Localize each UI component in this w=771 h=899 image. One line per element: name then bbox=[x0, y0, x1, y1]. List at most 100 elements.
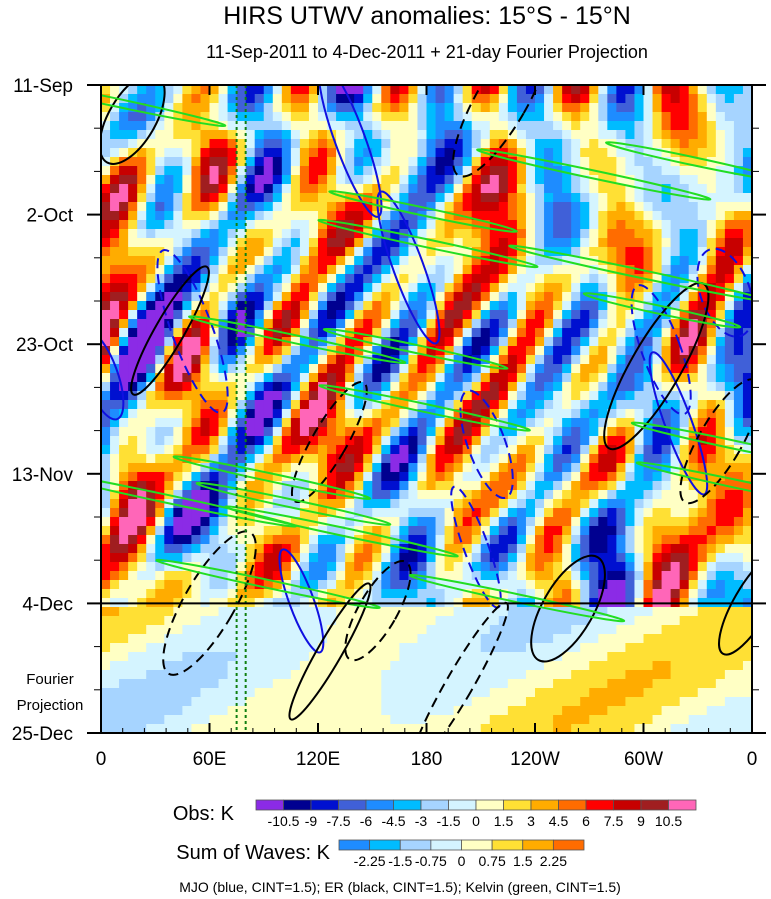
heatmap-cell bbox=[525, 661, 536, 671]
heatmap-cell bbox=[299, 418, 310, 428]
heatmap-cell bbox=[679, 337, 690, 347]
heatmap-cell bbox=[281, 526, 292, 536]
heatmap-cell bbox=[670, 517, 681, 527]
heatmap-cell bbox=[128, 535, 138, 545]
heatmap-cell bbox=[155, 508, 165, 518]
heatmap-cell bbox=[535, 454, 545, 464]
heatmap-cell bbox=[426, 634, 437, 644]
heatmap-cell bbox=[308, 481, 319, 491]
heatmap-cell bbox=[688, 94, 699, 104]
heatmap-cell bbox=[164, 553, 174, 563]
heatmap-cell bbox=[634, 589, 645, 599]
heatmap-cell bbox=[706, 445, 717, 455]
heatmap-cell bbox=[209, 454, 220, 464]
heatmap-cell bbox=[453, 436, 464, 446]
heatmap-cell bbox=[372, 373, 382, 383]
heatmap-cell bbox=[119, 409, 129, 419]
heatmap-cell bbox=[200, 553, 211, 563]
heatmap-cell bbox=[101, 292, 111, 302]
heatmap-cell bbox=[643, 508, 654, 518]
heatmap-cell bbox=[544, 589, 554, 599]
heatmap-cell bbox=[661, 139, 672, 149]
heatmap-cell bbox=[426, 346, 437, 356]
heatmap-cell bbox=[372, 463, 382, 473]
heatmap-cell bbox=[462, 346, 473, 356]
heatmap-cell bbox=[715, 679, 726, 689]
heatmap-cell bbox=[200, 112, 211, 122]
heatmap-cell bbox=[535, 508, 545, 518]
heatmap-cell bbox=[363, 211, 373, 221]
heatmap-cell bbox=[435, 679, 446, 689]
heatmap-cell bbox=[182, 688, 193, 698]
heatmap-cell bbox=[643, 130, 654, 140]
heatmap-cell bbox=[417, 148, 428, 158]
heatmap-cell bbox=[426, 373, 437, 383]
heatmap-cell bbox=[308, 85, 319, 95]
heatmap-cell bbox=[462, 472, 473, 482]
heatmap-cell bbox=[715, 247, 726, 257]
heatmap-cell bbox=[290, 643, 301, 653]
heatmap-cell bbox=[155, 346, 165, 356]
heatmap-cell bbox=[101, 211, 111, 221]
heatmap-cell bbox=[498, 310, 509, 320]
heatmap-cell bbox=[363, 301, 373, 311]
heatmap-cell bbox=[381, 508, 391, 518]
heatmap-cell bbox=[480, 103, 491, 113]
heatmap-cell bbox=[318, 103, 328, 113]
heatmap-cell bbox=[218, 670, 229, 680]
heatmap-cell bbox=[471, 166, 482, 176]
heatmap-cell bbox=[516, 382, 527, 392]
heatmap-cell bbox=[336, 256, 346, 266]
heatmap-cell bbox=[525, 202, 536, 212]
heatmap-cell bbox=[471, 553, 482, 563]
heatmap-cell bbox=[399, 553, 410, 563]
heatmap-cell bbox=[733, 454, 744, 464]
heatmap-cell bbox=[372, 103, 382, 113]
heatmap-cell bbox=[516, 319, 527, 329]
heatmap-cell bbox=[128, 175, 138, 185]
heatmap-cell bbox=[164, 229, 174, 239]
heatmap-cell bbox=[254, 562, 265, 572]
heatmap-cell bbox=[272, 526, 283, 536]
heatmap-cell bbox=[625, 670, 636, 680]
heatmap-cell bbox=[173, 157, 183, 167]
heatmap-cell bbox=[435, 382, 446, 392]
heatmap-cell bbox=[191, 256, 202, 266]
heatmap-cell bbox=[607, 130, 617, 140]
heatmap-cell bbox=[426, 616, 437, 626]
heatmap-cell bbox=[146, 562, 156, 572]
heatmap-cell bbox=[525, 265, 536, 275]
heatmap-cell bbox=[453, 508, 464, 518]
heatmap-cell bbox=[444, 175, 455, 185]
heatmap-cell bbox=[327, 625, 337, 635]
heatmap-cell bbox=[119, 580, 129, 590]
heatmap-cell bbox=[354, 355, 364, 365]
heatmap-cell bbox=[426, 589, 437, 599]
heatmap-cell bbox=[390, 229, 400, 239]
heatmap-cell bbox=[200, 418, 211, 428]
heatmap-cell bbox=[417, 319, 428, 329]
heatmap-cell bbox=[544, 661, 554, 671]
heatmap-cell bbox=[516, 229, 527, 239]
heatmap-cell bbox=[598, 499, 608, 509]
heatmap-cell bbox=[580, 220, 590, 230]
heatmap-cell bbox=[290, 445, 301, 455]
heatmap-cell bbox=[308, 697, 319, 707]
heatmap-cell bbox=[263, 544, 274, 554]
heatmap-cell bbox=[525, 553, 536, 563]
heatmap-cell bbox=[281, 427, 292, 437]
heatmap-cell bbox=[146, 373, 156, 383]
heatmap-cell bbox=[110, 148, 120, 158]
heatmap-cell bbox=[272, 607, 283, 617]
heatmap-cell bbox=[643, 283, 654, 293]
heatmap-cell bbox=[110, 400, 120, 410]
heatmap-cell bbox=[227, 193, 238, 203]
heatmap-cell bbox=[417, 310, 428, 320]
heatmap-cell bbox=[625, 553, 636, 563]
heatmap-cell bbox=[155, 463, 165, 473]
heatmap-cell bbox=[733, 166, 744, 176]
heatmap-cell bbox=[137, 94, 147, 104]
heatmap-cell bbox=[462, 238, 473, 248]
heatmap-cell bbox=[643, 643, 654, 653]
heatmap-cell bbox=[336, 625, 346, 635]
